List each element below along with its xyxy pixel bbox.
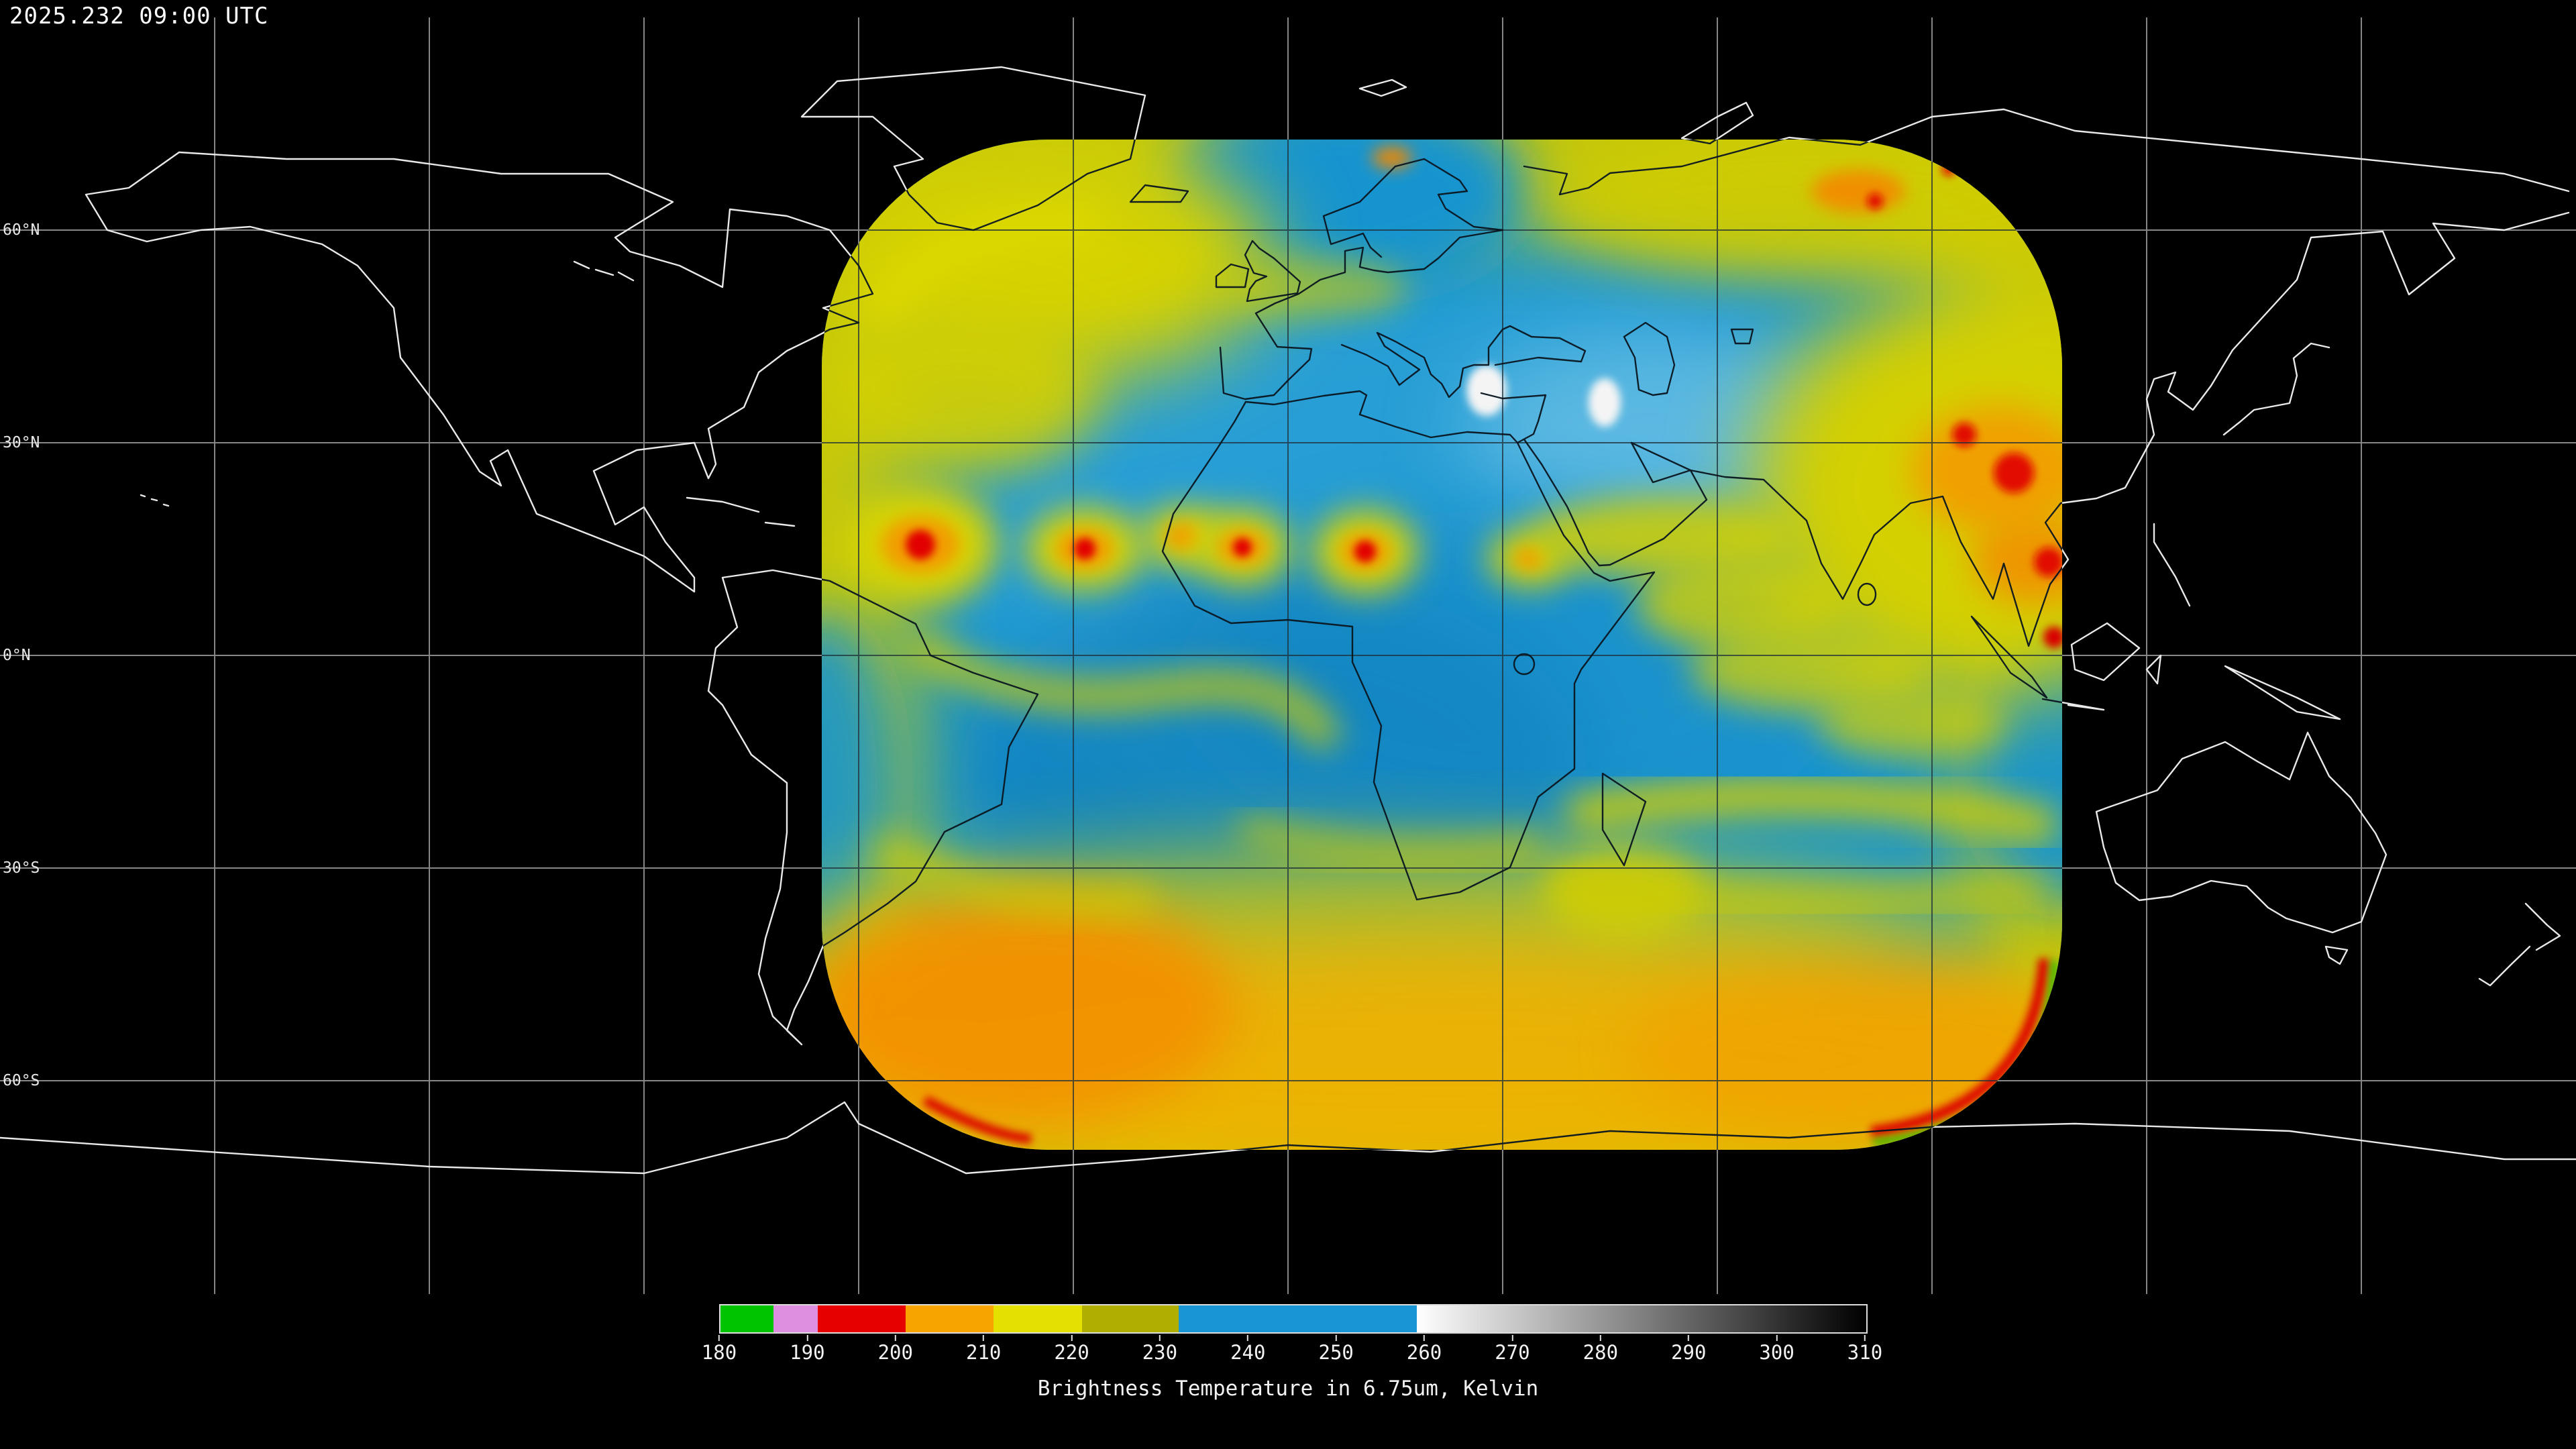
colorbar-segment	[1081, 1305, 1179, 1332]
tick-label: 270	[1495, 1341, 1530, 1364]
tick-label: 250	[1318, 1341, 1354, 1364]
colorbar-segment	[773, 1305, 818, 1332]
colorbar-ticks: 180 190 200 210 220 230 240 250 260 270 280 290 300 3…	[702, 1335, 1882, 1375]
tick-mark	[1511, 1335, 1513, 1341]
tick-mark	[1688, 1335, 1690, 1341]
tick-label: 210	[965, 1341, 1002, 1364]
latitude-label: 30°N	[3, 434, 40, 451]
tick-label: 230	[1142, 1341, 1178, 1364]
colorbar-tick: 260	[1407, 1335, 1442, 1362]
colorbar-title: Brightness Temperature in 6.75um, Kelvin	[1037, 1377, 1539, 1401]
tick-mark	[1599, 1335, 1601, 1341]
colorbar-segment	[720, 1305, 773, 1332]
tick-label: 200	[877, 1341, 913, 1364]
tick-mark	[806, 1335, 808, 1341]
colorbar-scale	[719, 1304, 1868, 1334]
tick-mark	[983, 1335, 985, 1341]
tick-label: 260	[1406, 1341, 1442, 1364]
tick-label: 280	[1582, 1341, 1619, 1364]
colorbar-tick: 200	[878, 1335, 913, 1362]
tick-label: 290	[1671, 1341, 1707, 1364]
satellite-swath	[822, 140, 2062, 1150]
colorbar-tick: 240	[1230, 1335, 1265, 1362]
colorbar-segment	[1179, 1305, 1417, 1332]
tick-label: 240	[1230, 1341, 1266, 1364]
latitude-label: 60°S	[3, 1072, 40, 1089]
tick-label: 180	[701, 1341, 737, 1364]
colorbar-segment	[1416, 1305, 1866, 1332]
tick-label: 220	[1054, 1341, 1089, 1364]
timestamp: 2025.232 09:00 UTC	[9, 3, 269, 30]
tick-label: 310	[1847, 1341, 1883, 1364]
latitude-label: 0°N	[3, 647, 31, 664]
colorbar-tick: 220	[1054, 1335, 1089, 1362]
latitude-label: 60°N	[3, 221, 40, 239]
tick-mark	[1159, 1335, 1161, 1341]
tick-mark	[1071, 1335, 1073, 1341]
colorbar-tick: 300	[1759, 1335, 1794, 1362]
colorbar-segment	[817, 1305, 906, 1332]
tick-mark	[1424, 1335, 1426, 1341]
tick-mark	[718, 1335, 720, 1341]
tick-label: 300	[1759, 1341, 1794, 1364]
colorbar-tick: 310	[1847, 1335, 1882, 1362]
tick-mark	[1864, 1335, 1866, 1341]
colorbar-tick: 230	[1142, 1335, 1177, 1362]
colorbar-segment	[994, 1305, 1082, 1332]
tick-mark	[894, 1335, 896, 1341]
colorbar-tick: 190	[790, 1335, 825, 1364]
tick-label: 190	[790, 1341, 825, 1364]
tick-mark	[1335, 1335, 1337, 1341]
colorbar-tick: 290	[1671, 1335, 1706, 1362]
colorbar-tick: 250	[1318, 1335, 1354, 1364]
tick-mark	[1776, 1335, 1778, 1341]
tick-mark	[1247, 1335, 1249, 1341]
colorbar-tick: 270	[1495, 1335, 1530, 1364]
colorbar-tick: 180	[702, 1335, 737, 1362]
colorbar-tick: 280	[1583, 1335, 1618, 1362]
colorbar-tick: 210	[966, 1335, 1001, 1362]
colorbar-segment	[905, 1305, 994, 1332]
latitude-label: 30°S	[3, 859, 40, 877]
